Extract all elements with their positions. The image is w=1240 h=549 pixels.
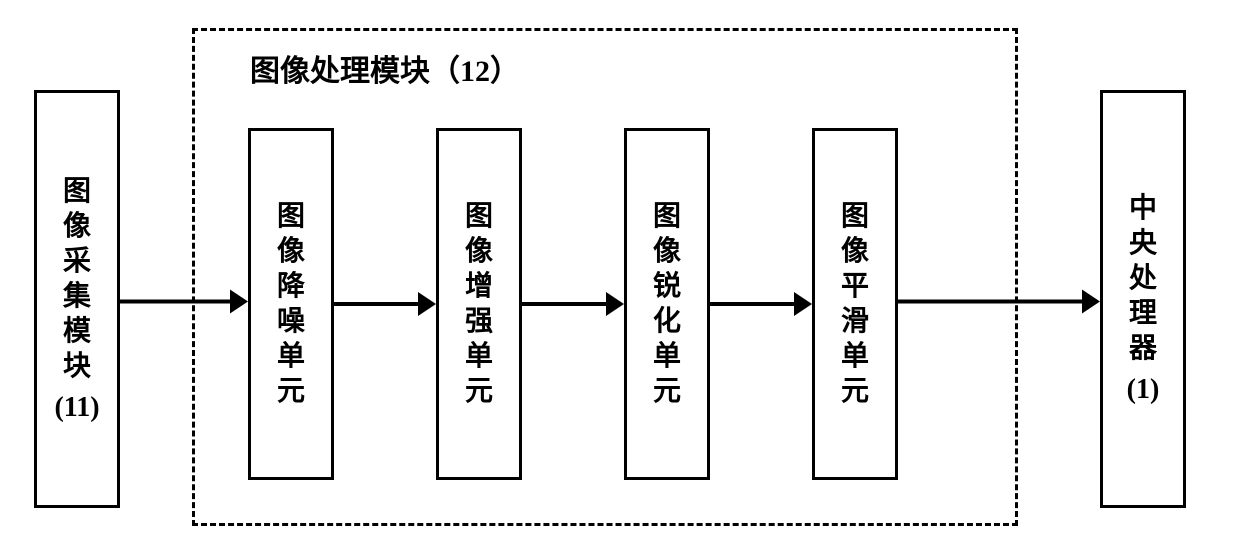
image-capture-module-box: 图像采集模块 (11) [34,90,120,508]
box-char: 中 [1129,191,1157,226]
box-char: 噪 [277,304,305,339]
box-char: 降 [277,269,305,304]
module-title: 图像处理模块（12） [250,46,520,90]
box-char: 块 [63,349,91,384]
box-char: 滑 [841,304,869,339]
arrow-head-icon [1082,290,1100,314]
box-char: 集 [63,279,91,314]
box-char: 增 [465,269,493,304]
box-char: 像 [841,234,869,269]
image-sharpen-unit-box: 图像锐化单元 [624,128,710,480]
box-char: 强 [465,304,493,339]
image-enhance-unit-box: 图像增强单元 [436,128,522,480]
box-char: 元 [277,374,305,409]
box-char: 像 [277,234,305,269]
box-char: 元 [465,374,493,409]
box-char: 央 [1129,226,1157,261]
box-char: 锐 [653,269,681,304]
image-denoise-unit-box: 图像降噪单元 [248,128,334,480]
box-char: 单 [841,339,869,374]
box-char: 图 [277,199,305,234]
diagram-canvas: 图像处理模块（12） 图像采集模块(11) 图像降噪单元 图像增强单元 图像锐化… [0,0,1240,549]
box-char: 化 [653,304,681,339]
box-char: 模 [63,314,91,349]
box-char: 单 [277,339,305,374]
box-char: 平 [841,269,869,304]
box-char: 图 [841,199,869,234]
box-char: 单 [653,339,681,374]
box-char: 理 [1129,296,1157,331]
box-char: 元 [653,374,681,409]
box-char: 像 [63,209,91,244]
box-char: 采 [63,244,91,279]
box-id-suffix: (1) [1127,372,1160,407]
box-id-suffix: (11) [54,390,99,425]
box-char: 单 [465,339,493,374]
central-processor-box: 中央处理器 (1) [1100,90,1186,508]
box-char: 处 [1129,261,1157,296]
image-smooth-unit-box: 图像平滑单元 [812,128,898,480]
box-char: 像 [465,234,493,269]
box-char: 图 [465,199,493,234]
box-char: 图 [653,199,681,234]
box-char: 像 [653,234,681,269]
box-char: 元 [841,374,869,409]
box-char: 器 [1129,331,1157,366]
box-char: 图 [63,174,91,209]
